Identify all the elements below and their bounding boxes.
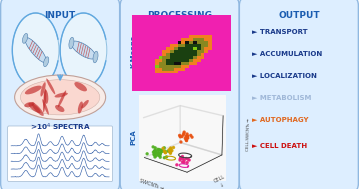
- Circle shape: [12, 13, 59, 87]
- Ellipse shape: [74, 82, 87, 91]
- Ellipse shape: [81, 100, 89, 108]
- Text: ► LOCALIZATION: ► LOCALIZATION: [252, 73, 317, 79]
- Ellipse shape: [28, 103, 41, 113]
- Ellipse shape: [41, 82, 46, 97]
- Text: OUTPUT: OUTPUT: [278, 11, 320, 20]
- Text: ► AUTOPHAGY: ► AUTOPHAGY: [252, 117, 309, 123]
- Ellipse shape: [55, 105, 65, 112]
- Y-axis label: CELL
↓: CELL ↓: [213, 174, 228, 189]
- FancyBboxPatch shape: [239, 0, 358, 189]
- Text: >10$^4$ SPECTRA: >10$^4$ SPECTRA: [29, 121, 91, 133]
- Ellipse shape: [78, 101, 83, 114]
- Ellipse shape: [15, 75, 106, 119]
- Ellipse shape: [25, 86, 42, 94]
- Ellipse shape: [93, 51, 98, 63]
- Ellipse shape: [69, 37, 74, 49]
- Ellipse shape: [24, 102, 34, 107]
- Text: INPUT: INPUT: [45, 11, 76, 20]
- Text: ► METABOLISM: ► METABOLISM: [252, 95, 312, 101]
- Ellipse shape: [58, 90, 66, 107]
- Ellipse shape: [20, 80, 100, 115]
- Text: ► ACCUMULATION: ► ACCUMULATION: [252, 51, 322, 57]
- X-axis label: SWCNTs →: SWCNTs →: [139, 178, 165, 189]
- Text: ► TRANSPORT: ► TRANSPORT: [252, 29, 308, 35]
- Text: PCA: PCA: [130, 129, 136, 145]
- Ellipse shape: [25, 37, 46, 63]
- Ellipse shape: [46, 78, 55, 94]
- Ellipse shape: [71, 41, 95, 59]
- Ellipse shape: [44, 90, 48, 104]
- Text: K-Means: K-Means: [130, 35, 136, 68]
- Text: PROCESSING: PROCESSING: [147, 11, 212, 20]
- Ellipse shape: [32, 102, 44, 116]
- FancyBboxPatch shape: [8, 126, 113, 182]
- Ellipse shape: [42, 99, 49, 115]
- FancyBboxPatch shape: [120, 0, 239, 189]
- Text: ► CELL DEATH: ► CELL DEATH: [252, 143, 307, 149]
- FancyBboxPatch shape: [1, 0, 120, 189]
- Circle shape: [60, 13, 107, 87]
- Ellipse shape: [55, 93, 68, 98]
- Ellipse shape: [43, 88, 46, 112]
- Ellipse shape: [43, 57, 49, 67]
- Ellipse shape: [23, 33, 28, 43]
